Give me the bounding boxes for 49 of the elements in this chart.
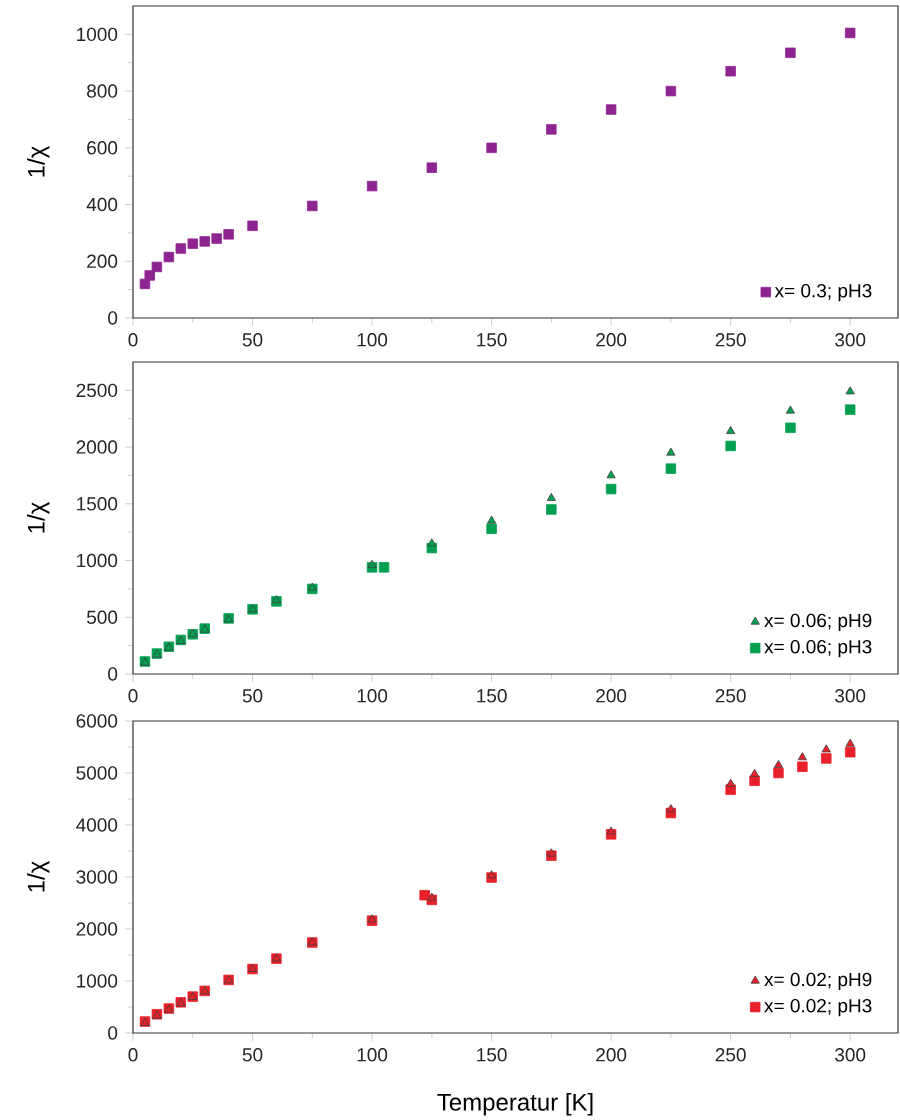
x-tick-label: 200 [596,689,627,703]
y-axis-title: 1/χ [27,860,50,892]
x-tick-label: 100 [357,1048,388,1062]
x-tick-label: 300 [835,1048,866,1062]
y-tick-label: 600 [87,141,118,155]
y-tick-label: 6000 [76,714,118,728]
y-tick-label: 1500 [77,497,118,511]
legend-label: x= 0.02; pH9 [764,972,872,990]
y-tick-label: 1000 [77,27,118,42]
x-tick-label: 250 [715,333,746,347]
y-tick-label: 1000 [77,974,118,988]
y-tick-label: 800 [87,84,118,98]
x-tick-label: 50 [242,689,263,703]
legend-label: x= 0.06; pH3 [764,639,872,658]
y-axis-title: 1/χ [27,145,50,177]
y-axis-title: 1/χ [27,501,50,533]
y-tick-label: 2000 [76,922,118,936]
y-tick-label: 2000 [76,440,118,454]
y-tick-label: 0 [108,667,118,681]
legend-label: x= 0.06; pH9 [764,613,872,631]
legend-label: x= 0.02; pH3 [764,998,872,1017]
x-tick-label: 150 [477,689,507,703]
x-tick-label: 300 [835,689,866,703]
x-tick-label: 250 [715,689,746,703]
y-tick-label: 1000 [77,553,118,568]
y-tick-label: 0 [108,1026,118,1040]
x-tick-label: 0 [128,689,138,703]
x-tick-label: 150 [477,333,507,347]
y-tick-label: 400 [86,197,118,212]
y-tick-label: 500 [86,610,118,624]
y-tick-label: 200 [87,254,118,268]
y-tick-label: 5000 [76,766,118,780]
y-tick-label: 2500 [76,383,118,398]
x-tick-label: 250 [715,1048,746,1062]
x-tick-label: 150 [477,1048,507,1062]
x-tick-label: 50 [242,1048,263,1062]
x-tick-label: 100 [357,333,388,347]
x-tick-label: 200 [596,333,627,347]
x-tick-label: 0 [128,333,138,347]
legend-label: x= 0.3; pH3 [774,283,872,302]
y-tick-label: 0 [108,311,118,325]
x-tick-label: 50 [242,333,263,347]
y-tick-label: 3000 [76,870,118,884]
x-axis-title: Temperatur [K] [437,1093,593,1116]
x-tick-label: 0 [128,1048,138,1062]
x-tick-label: 300 [835,333,866,347]
y-tick-label: 4000 [76,818,118,832]
x-tick-label: 100 [357,689,388,703]
x-tick-label: 200 [596,1048,627,1062]
